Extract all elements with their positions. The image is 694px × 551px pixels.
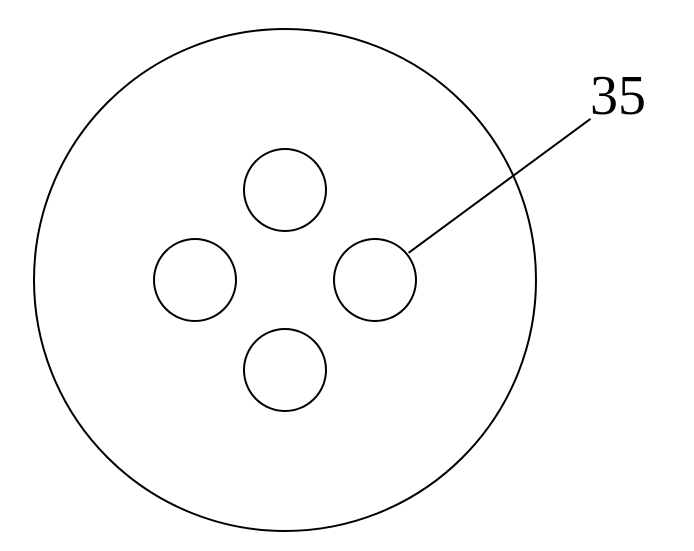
hole-left	[153, 238, 237, 322]
outer-circle	[33, 28, 537, 532]
hole-right	[333, 238, 417, 322]
callout-label: 35	[590, 64, 646, 128]
hole-top	[243, 148, 327, 232]
hole-bottom	[243, 328, 327, 412]
diagram-canvas: 35	[0, 0, 694, 551]
